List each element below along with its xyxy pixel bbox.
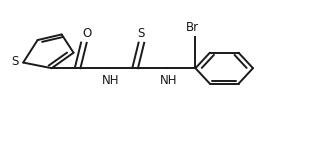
Text: O: O [82, 27, 91, 39]
Text: S: S [11, 55, 18, 68]
Text: S: S [137, 27, 145, 39]
Text: Br: Br [186, 21, 199, 34]
Text: NH: NH [160, 74, 177, 87]
Text: NH: NH [102, 74, 120, 87]
